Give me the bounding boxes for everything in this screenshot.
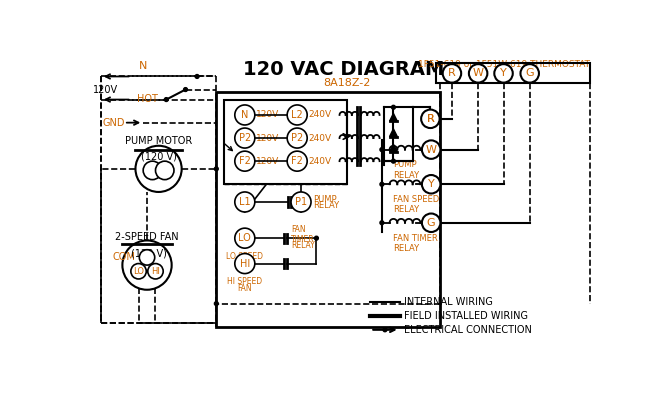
- Circle shape: [469, 64, 487, 83]
- Circle shape: [195, 75, 199, 78]
- Text: 120V: 120V: [255, 134, 279, 142]
- Circle shape: [234, 228, 255, 248]
- Text: RELAY: RELAY: [314, 201, 340, 210]
- Circle shape: [139, 250, 155, 265]
- Text: 8A18Z-2: 8A18Z-2: [324, 78, 371, 88]
- Circle shape: [234, 192, 255, 212]
- Text: 1F51-619 or 1F51W-619 THERMOSTAT: 1F51-619 or 1F51W-619 THERMOSTAT: [418, 59, 590, 69]
- Text: L2: L2: [291, 110, 303, 120]
- Circle shape: [422, 140, 440, 159]
- Text: TIMER: TIMER: [291, 235, 315, 244]
- Text: LO: LO: [239, 233, 251, 243]
- Text: N: N: [241, 110, 249, 120]
- Circle shape: [131, 264, 146, 279]
- Circle shape: [135, 146, 182, 192]
- Text: FAN: FAN: [291, 225, 306, 234]
- Text: (120 V): (120 V): [131, 248, 167, 258]
- Text: HI: HI: [151, 267, 160, 276]
- Text: R: R: [427, 114, 434, 124]
- Circle shape: [443, 64, 461, 83]
- Text: L1: L1: [239, 197, 251, 207]
- Text: PUMP: PUMP: [314, 195, 337, 204]
- Text: RELAY: RELAY: [291, 241, 315, 251]
- Text: R: R: [448, 68, 456, 78]
- Circle shape: [422, 214, 440, 232]
- Circle shape: [287, 128, 307, 148]
- Circle shape: [521, 64, 539, 83]
- Text: ELECTRICAL CONNECTION: ELECTRICAL CONNECTION: [404, 325, 532, 335]
- Text: 120 VAC DIAGRAM: 120 VAC DIAGRAM: [243, 59, 444, 78]
- Text: FAN TIMER
RELAY: FAN TIMER RELAY: [393, 233, 438, 253]
- Circle shape: [287, 105, 307, 125]
- Text: Y: Y: [427, 179, 435, 189]
- Text: P2: P2: [239, 133, 251, 143]
- Circle shape: [214, 167, 218, 171]
- Text: COM: COM: [113, 252, 135, 262]
- Text: F2: F2: [291, 156, 303, 166]
- Circle shape: [380, 182, 384, 186]
- Bar: [216, 92, 440, 327]
- Text: 120V: 120V: [255, 157, 279, 166]
- Bar: [436, 62, 590, 83]
- Circle shape: [234, 128, 255, 148]
- Circle shape: [287, 151, 307, 171]
- Circle shape: [234, 253, 255, 274]
- Text: 120V: 120V: [93, 85, 118, 95]
- Circle shape: [391, 105, 395, 109]
- Text: G: G: [525, 68, 534, 78]
- Text: W: W: [425, 145, 437, 155]
- Text: 240V: 240V: [308, 111, 331, 119]
- Circle shape: [164, 98, 168, 101]
- Text: GND: GND: [103, 118, 125, 128]
- Text: (120 V): (120 V): [141, 152, 176, 162]
- Text: FIELD INSTALLED WIRING: FIELD INSTALLED WIRING: [404, 311, 528, 321]
- Text: LO: LO: [133, 267, 144, 276]
- Polygon shape: [389, 114, 397, 121]
- Circle shape: [383, 328, 387, 332]
- Text: W: W: [472, 68, 484, 78]
- Text: INTERNAL WIRING: INTERNAL WIRING: [404, 297, 493, 307]
- Circle shape: [148, 264, 163, 279]
- Polygon shape: [389, 144, 397, 152]
- Text: N: N: [139, 61, 147, 71]
- Text: G: G: [427, 218, 436, 228]
- Circle shape: [184, 88, 188, 91]
- Text: HI: HI: [240, 259, 250, 269]
- Text: F2: F2: [239, 156, 251, 166]
- Circle shape: [421, 110, 440, 128]
- Text: 240V: 240V: [308, 134, 331, 142]
- Circle shape: [314, 236, 318, 240]
- Text: Y: Y: [500, 68, 507, 78]
- Circle shape: [380, 221, 384, 225]
- Circle shape: [291, 192, 311, 212]
- Text: 120V: 120V: [255, 111, 279, 119]
- Circle shape: [380, 147, 384, 152]
- Bar: [224, 100, 347, 184]
- Circle shape: [123, 241, 172, 290]
- Text: 240V: 240V: [308, 157, 331, 166]
- Text: HOT: HOT: [137, 94, 157, 104]
- Circle shape: [422, 175, 440, 194]
- Circle shape: [155, 161, 174, 180]
- Circle shape: [234, 105, 255, 125]
- Text: P2: P2: [291, 133, 304, 143]
- Text: PUMP
RELAY: PUMP RELAY: [393, 160, 419, 180]
- Text: 2-SPEED FAN: 2-SPEED FAN: [115, 232, 179, 242]
- Text: LO SPEED: LO SPEED: [226, 252, 263, 261]
- Text: HI SPEED: HI SPEED: [227, 277, 263, 287]
- Text: FAN: FAN: [237, 284, 252, 292]
- Text: PUMP MOTOR: PUMP MOTOR: [125, 136, 192, 146]
- Circle shape: [494, 64, 513, 83]
- Text: FAN SPEED
RELAY: FAN SPEED RELAY: [393, 195, 440, 215]
- Text: P1: P1: [295, 197, 307, 207]
- Text: R: R: [427, 114, 434, 124]
- Circle shape: [234, 151, 255, 171]
- Circle shape: [143, 161, 161, 180]
- Text: FAN: FAN: [237, 258, 252, 267]
- Circle shape: [214, 302, 218, 305]
- Circle shape: [391, 159, 395, 163]
- Polygon shape: [389, 129, 397, 137]
